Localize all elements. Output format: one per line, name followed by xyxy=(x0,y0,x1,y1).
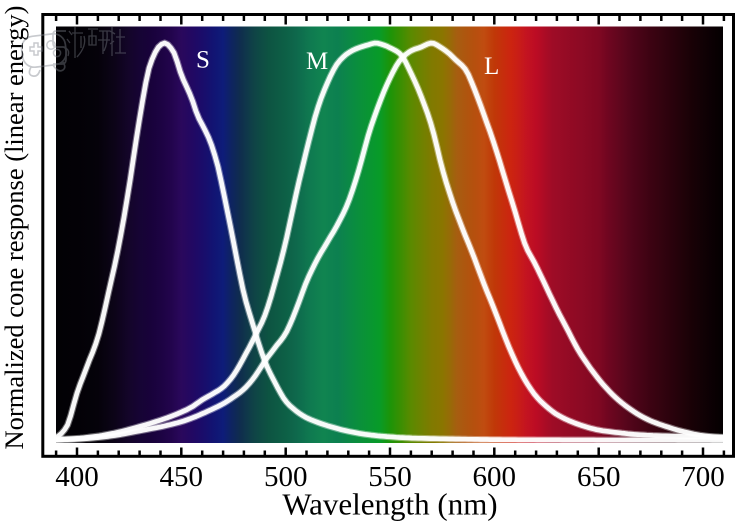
svg-text:550: 550 xyxy=(368,461,412,493)
svg-text:Normalized cone response (line: Normalized cone response (linear energy) xyxy=(0,6,29,450)
svg-text:600: 600 xyxy=(473,461,517,493)
svg-text:L: L xyxy=(484,53,499,80)
svg-text:700: 700 xyxy=(681,461,725,493)
svg-text:650: 650 xyxy=(577,461,621,493)
svg-text:S: S xyxy=(196,47,210,74)
svg-text:M: M xyxy=(306,48,328,75)
svg-text:500: 500 xyxy=(264,461,308,493)
svg-text:450: 450 xyxy=(160,461,204,493)
svg-text:400: 400 xyxy=(55,461,99,493)
svg-text:Wavelength (nm): Wavelength (nm) xyxy=(282,487,497,522)
